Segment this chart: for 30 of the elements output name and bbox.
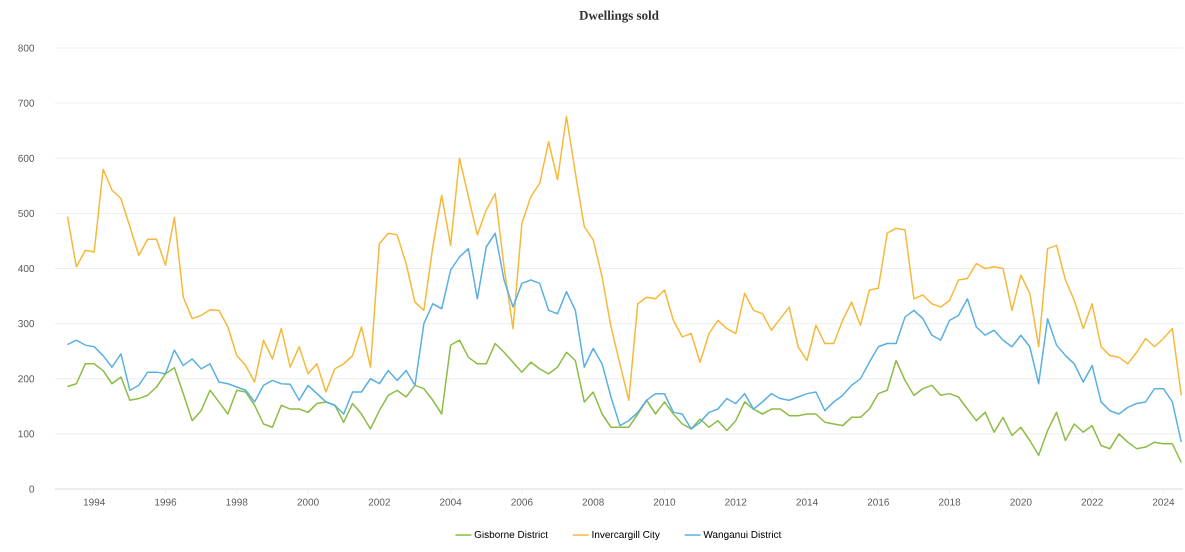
x-tick-label: 1996 [155, 498, 177, 506]
x-tick-label: 2016 [867, 498, 889, 506]
y-tick-label: 0 [29, 485, 35, 493]
x-tick-label: 2008 [582, 498, 604, 506]
legend-label: Gisborne District [474, 530, 548, 539]
x-tick-label: 2006 [511, 498, 533, 506]
y-tick-label: 500 [18, 209, 35, 217]
x-tick-label: 2020 [1010, 498, 1032, 506]
legend-label: Wanganui District [703, 530, 782, 540]
x-tick-label: 1994 [83, 498, 106, 506]
x-tick-label: 2012 [725, 498, 747, 506]
y-tick-label: 600 [18, 154, 35, 162]
x-tick-label: 2014 [796, 498, 818, 506]
chart-title: Dwellings sold [579, 10, 659, 23]
x-tick-label: 2024 [1152, 498, 1175, 506]
x-tick-label: 2002 [368, 498, 390, 506]
x-tick-label: 2018 [938, 498, 961, 506]
x-tick-label: 2010 [653, 498, 676, 506]
legend-label: Invercargill City [592, 530, 660, 540]
y-tick-label: 300 [18, 320, 35, 328]
y-tick-label: 400 [18, 264, 35, 273]
x-tick-label: 2000 [297, 498, 319, 506]
y-tick-label: 100 [18, 430, 35, 438]
line-series [66, 115, 1182, 401]
x-tick-label: 2004 [439, 498, 462, 506]
y-tick-label: 200 [18, 375, 35, 383]
x-tick-label: 1998 [226, 498, 248, 506]
x-tick-label: 2022 [1081, 498, 1103, 506]
y-tick-label: 800 [18, 44, 35, 52]
y-tick-label: 700 [18, 99, 35, 107]
